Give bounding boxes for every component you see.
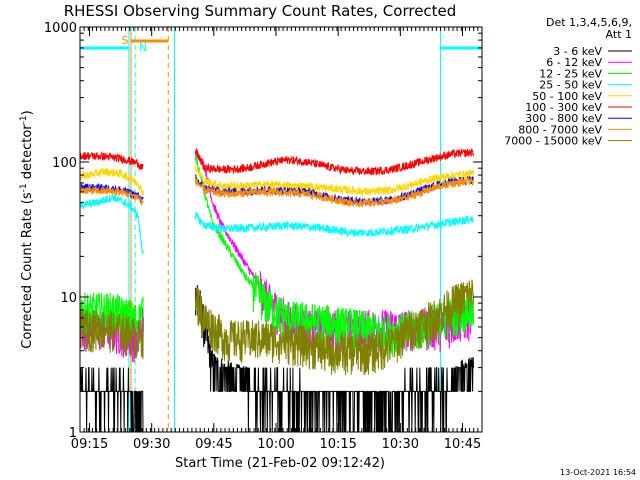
y-axis-label: Corrected Count Rate (s-1 detector-1) xyxy=(19,110,35,348)
timestamp: 13-Oct-2021 16:54 xyxy=(560,468,636,477)
plot-frame xyxy=(79,26,483,433)
legend-label: 800 - 7000 keV xyxy=(518,123,602,136)
series-line xyxy=(79,165,474,197)
y-tick-label: 100 xyxy=(52,156,77,171)
legend-header: Det 1,3,4,5,6,9, xyxy=(546,16,632,29)
y-axis: 1 10 100 1000 xyxy=(44,21,482,441)
chart-title: RHESSI Observing Summary Count Rates, Co… xyxy=(64,2,457,20)
legend-label: 7000 - 15000 keV xyxy=(504,135,602,148)
legend-label: 3 - 6 keV xyxy=(553,45,602,58)
x-tick-label: 09:45 xyxy=(195,437,232,452)
y-tick-label: 1 xyxy=(69,426,77,441)
series-line xyxy=(79,173,474,207)
x-tick-label: 10:00 xyxy=(257,437,294,452)
x-tick-label: 09:15 xyxy=(71,437,108,452)
legend-label: 100 - 300 keV xyxy=(525,101,602,114)
legend-label: 12 - 25 keV xyxy=(539,67,602,80)
legend-header: Att 1 xyxy=(606,28,632,41)
x-tick-label: 09:30 xyxy=(133,437,170,452)
x-tick-label: 10:30 xyxy=(382,437,419,452)
legend-label: 300 - 800 keV xyxy=(525,112,602,125)
legend-label: 25 - 50 keV xyxy=(539,79,602,92)
x-tick-label: 10:15 xyxy=(319,437,356,452)
series-layer xyxy=(79,148,474,433)
series-line xyxy=(79,148,474,176)
series-line xyxy=(80,285,474,433)
x-axis: 09:15 09:30 09:45 10:00 10:15 10:30 10:45 xyxy=(71,27,483,452)
x-tick-label: 10:45 xyxy=(444,437,481,452)
y-tick-label: 1000 xyxy=(44,21,77,36)
series-line xyxy=(79,194,474,255)
series-line xyxy=(79,279,474,376)
legend-label: 50 - 100 keV xyxy=(532,90,602,103)
night-flag-label: N xyxy=(139,41,147,54)
saa-flag-label: S xyxy=(121,34,128,47)
y-tick-label: 10 xyxy=(60,291,77,306)
x-axis-label: Start Time (21-Feb-02 09:12:42) xyxy=(175,456,385,471)
legend-label: 6 - 12 keV xyxy=(546,56,602,69)
series-line xyxy=(79,175,474,208)
